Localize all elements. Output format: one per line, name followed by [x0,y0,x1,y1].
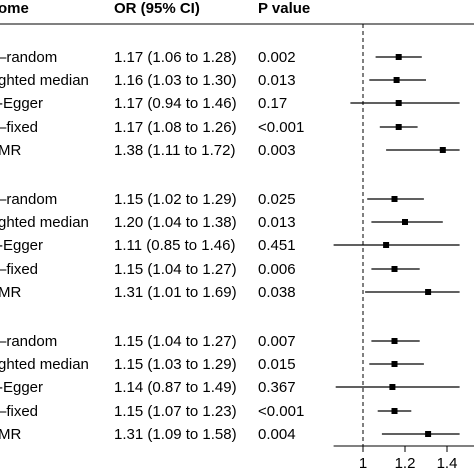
point-estimate [395,124,402,130]
row-or-ci: 1.11 (0.85 to 1.46) [114,237,235,254]
header-outcome: ome [0,0,29,17]
point-estimate [402,219,408,225]
row-p-value: 0.451 [258,237,296,254]
row-label: –fixed [0,403,38,420]
point-estimate [391,266,398,272]
header-or-ci: OR (95% CI) [114,0,200,17]
row-p-value: 0.367 [258,379,296,396]
row-or-ci: 1.15 (1.07 to 1.23) [114,403,237,420]
row-label: -Egger [0,237,43,254]
row-label: MR [0,142,21,159]
point-estimate [393,77,400,83]
row-or-ci: 1.14 (0.87 to 1.49) [114,379,237,396]
row-or-ci: 1.17 (1.06 to 1.28) [114,49,237,66]
row-or-ci: 1.15 (1.04 to 1.27) [114,333,237,350]
point-estimate [425,289,432,295]
row-or-ci: 1.31 (1.09 to 1.58) [114,426,237,443]
row-label: –random [0,49,57,66]
row-label: -Egger [0,379,43,396]
row-p-value: 0.002 [258,49,296,66]
row-or-ci: 1.15 (1.03 to 1.29) [114,356,237,373]
row-label: MR [0,284,21,301]
row-p-value: 0.007 [258,333,296,350]
row-label: -Egger [0,95,43,112]
point-estimate [391,361,398,367]
row-label: –fixed [0,261,38,278]
row-label: ghted median [0,214,89,231]
x-tick-label: 1 [359,455,367,472]
header-p-value: P value [258,0,310,17]
row-p-value: 0.013 [258,72,296,89]
x-tick-label: 1.2 [395,455,416,472]
point-estimate [439,147,446,153]
row-or-ci: 1.17 (0.94 to 1.46) [114,95,237,112]
row-p-value: 0.006 [258,261,296,278]
row-label: –random [0,333,57,350]
row-p-value: 0.013 [258,214,296,231]
row-p-value: <0.001 [258,403,304,420]
row-label: –fixed [0,119,38,136]
row-label: –random [0,191,57,208]
row-or-ci: 1.20 (1.04 to 1.38) [114,214,237,231]
x-tick-label: 1.4 [437,455,458,472]
row-or-ci: 1.15 (1.02 to 1.29) [114,191,237,208]
point-estimate [391,338,398,344]
row-p-value: 0.003 [258,142,296,159]
point-estimate [425,431,432,437]
point-estimate [391,408,398,414]
point-estimate [395,54,402,60]
row-label: MR [0,426,21,443]
row-p-value: 0.004 [258,426,296,443]
row-or-ci: 1.38 (1.11 to 1.72) [114,142,235,159]
row-or-ci: 1.16 (1.03 to 1.30) [114,72,237,89]
point-estimate [389,384,396,390]
row-label: ghted median [0,356,89,373]
point-estimate [391,196,398,202]
row-p-value: 0.038 [258,284,296,301]
point-estimate [383,242,390,248]
row-p-value: <0.001 [258,119,304,136]
row-label: ghted median [0,72,89,89]
row-p-value: 0.025 [258,191,296,208]
row-p-value: 0.015 [258,356,296,373]
row-or-ci: 1.15 (1.04 to 1.27) [114,261,237,278]
row-or-ci: 1.17 (1.08 to 1.26) [114,119,237,136]
point-estimate [395,100,402,106]
row-or-ci: 1.31 (1.01 to 1.69) [114,284,237,301]
row-p-value: 0.17 [258,95,287,112]
